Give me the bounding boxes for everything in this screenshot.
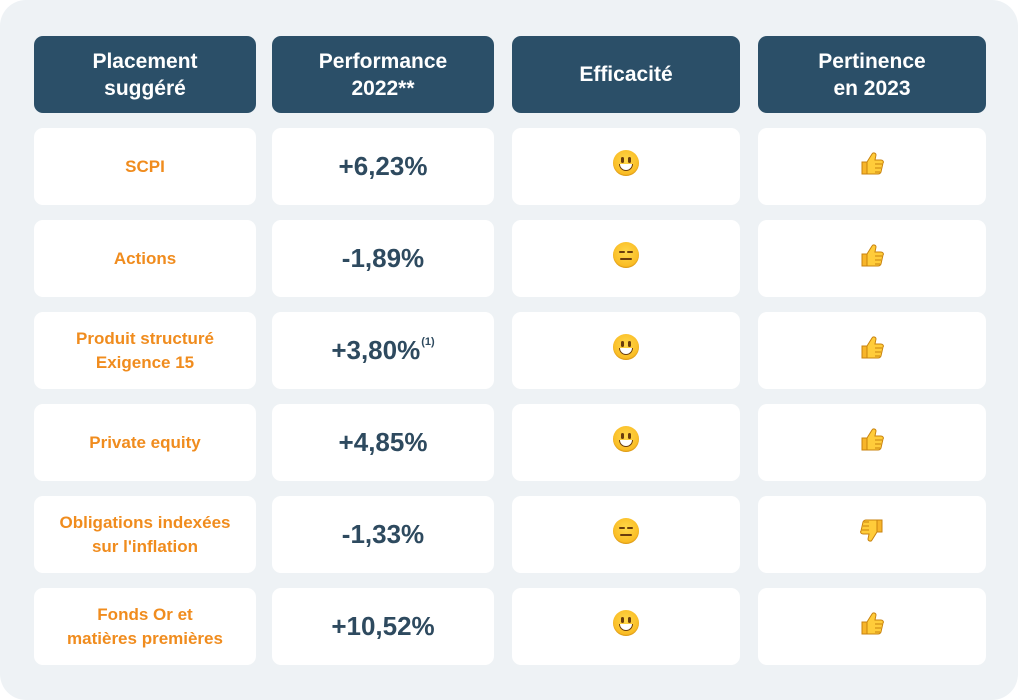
row-efficacite-cell (512, 312, 740, 389)
performance-number: -1,89% (341, 243, 425, 273)
header-performance: Performance 2022** (272, 36, 494, 113)
performance-value: +4,85% (339, 427, 428, 458)
thumbs-down-icon (860, 519, 883, 542)
row-efficacite-cell (512, 404, 740, 481)
header-placement-label: Placement suggéré (92, 49, 198, 100)
row-pertinence-cell (758, 588, 986, 665)
header-efficacite: Efficacité (512, 36, 740, 113)
thumbs-up-icon (861, 612, 884, 635)
row-pertinence-cell (758, 220, 986, 297)
performance-value: +10,52% (331, 611, 434, 642)
row-performance-cell: -1,89% (272, 220, 494, 297)
row-name-cell: SCPI (34, 128, 256, 205)
header-performance-label: Performance 2022** (318, 49, 448, 100)
row-pertinence-cell (758, 496, 986, 573)
placement-name: Obligations indexées sur l'inflation (59, 512, 231, 556)
performance-number: +6,23% (338, 151, 428, 181)
row-pertinence-cell (758, 312, 986, 389)
performance-number: +3,80% (331, 335, 421, 365)
performance-value: -1,89% (342, 243, 424, 274)
thumbs-up-icon (861, 152, 884, 175)
row-performance-cell: +6,23% (272, 128, 494, 205)
grinning-face-icon (613, 426, 639, 452)
row-efficacite-cell (512, 128, 740, 205)
placement-name: Private equity (89, 432, 201, 452)
performance-number: +4,85% (338, 427, 428, 457)
performance-value: -1,33% (342, 519, 424, 550)
performance-footnote: (1) (421, 336, 435, 348)
row-pertinence-cell (758, 128, 986, 205)
expressionless-face-icon (613, 518, 639, 544)
row-pertinence-cell (758, 404, 986, 481)
thumbs-up-icon (861, 244, 884, 267)
row-performance-cell: +3,80%(1) (272, 312, 494, 389)
grinning-face-icon (613, 150, 639, 176)
row-efficacite-cell (512, 220, 740, 297)
placement-name: SCPI (125, 156, 165, 176)
header-placement: Placement suggéré (34, 36, 256, 113)
row-name-cell: Obligations indexées sur l'inflation (34, 496, 256, 573)
thumbs-up-icon (861, 336, 884, 359)
row-name-cell: Actions (34, 220, 256, 297)
performance-value: +3,80%(1) (331, 335, 434, 366)
thumbs-up-icon (861, 428, 884, 451)
expressionless-face-icon (613, 242, 639, 268)
row-efficacite-cell (512, 588, 740, 665)
grinning-face-icon (613, 610, 639, 636)
header-pertinence-label: Pertinence en 2023 (818, 49, 926, 100)
row-name-cell: Produit structuré Exigence 15 (34, 312, 256, 389)
row-efficacite-cell (512, 496, 740, 573)
header-pertinence: Pertinence en 2023 (758, 36, 986, 113)
row-performance-cell: +4,85% (272, 404, 494, 481)
row-name-cell: Fonds Or et matières premières (34, 588, 256, 665)
performance-value: +6,23% (339, 151, 428, 182)
performance-number: +10,52% (331, 611, 435, 641)
row-performance-cell: -1,33% (272, 496, 494, 573)
placement-name: Produit structuré Exigence 15 (76, 328, 214, 372)
placement-name: Fonds Or et matières premières (67, 604, 223, 648)
header-efficacite-label: Efficacité (579, 63, 673, 86)
row-name-cell: Private equity (34, 404, 256, 481)
performance-number: -1,33% (341, 519, 425, 549)
placement-name: Actions (113, 248, 177, 268)
row-performance-cell: +10,52% (272, 588, 494, 665)
grinning-face-icon (613, 334, 639, 360)
